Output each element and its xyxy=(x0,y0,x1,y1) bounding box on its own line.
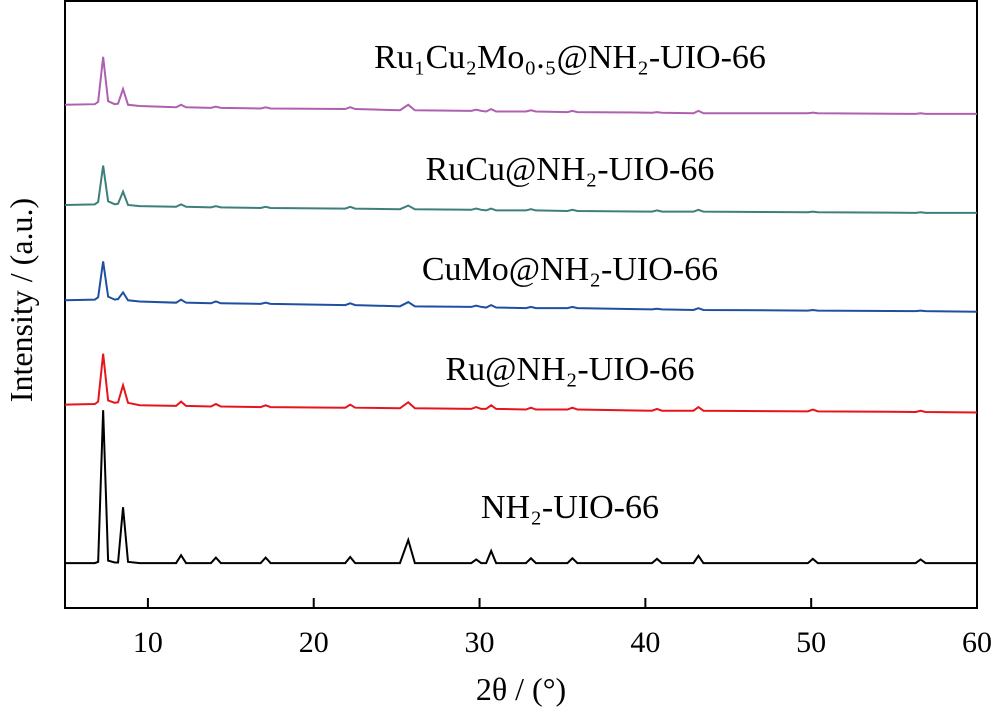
x-tick-label: 30 xyxy=(465,626,495,659)
series-label: Ru@NH₂-UIO-66 xyxy=(445,351,694,388)
x-tick-label: 20 xyxy=(299,626,329,659)
x-axis-label: 2θ / (°) xyxy=(476,671,566,707)
xrd-pattern xyxy=(64,165,977,214)
x-tick-label: 50 xyxy=(796,626,826,659)
series-label: CuMo@NH₂-UIO-66 xyxy=(422,251,718,288)
xrd-pattern xyxy=(65,410,977,565)
plot-frame xyxy=(64,0,978,609)
xrd-pattern xyxy=(64,261,978,313)
xrd-pattern xyxy=(64,353,978,414)
y-axis-label: Intensity / (a.u.) xyxy=(3,198,39,402)
series-label: NH₂-UIO-66 xyxy=(481,489,659,526)
x-tick-label: 10 xyxy=(133,626,163,659)
x-tick-label: 60 xyxy=(962,626,992,659)
series-label: RuCu@NH₂-UIO-66 xyxy=(426,151,715,188)
series-label: Ru₁Cu₂Mo₀.₅@NH₂-UIO-66 xyxy=(374,39,766,76)
x-tick-label: 40 xyxy=(630,626,660,659)
xrd-pattern xyxy=(64,56,977,115)
